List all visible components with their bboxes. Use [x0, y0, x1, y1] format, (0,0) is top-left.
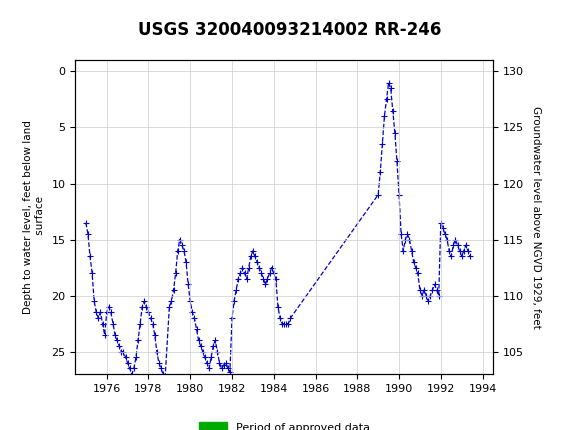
- Text: USGS 320040093214002 RR-246: USGS 320040093214002 RR-246: [138, 21, 442, 39]
- Y-axis label: Groundwater level above NGVD 1929, feet: Groundwater level above NGVD 1929, feet: [531, 106, 541, 329]
- Legend: Period of approved data: Period of approved data: [194, 418, 374, 430]
- Y-axis label: Depth to water level, feet below land
 surface: Depth to water level, feet below land su…: [23, 120, 45, 314]
- Text: ≡USGS: ≡USGS: [17, 10, 76, 29]
